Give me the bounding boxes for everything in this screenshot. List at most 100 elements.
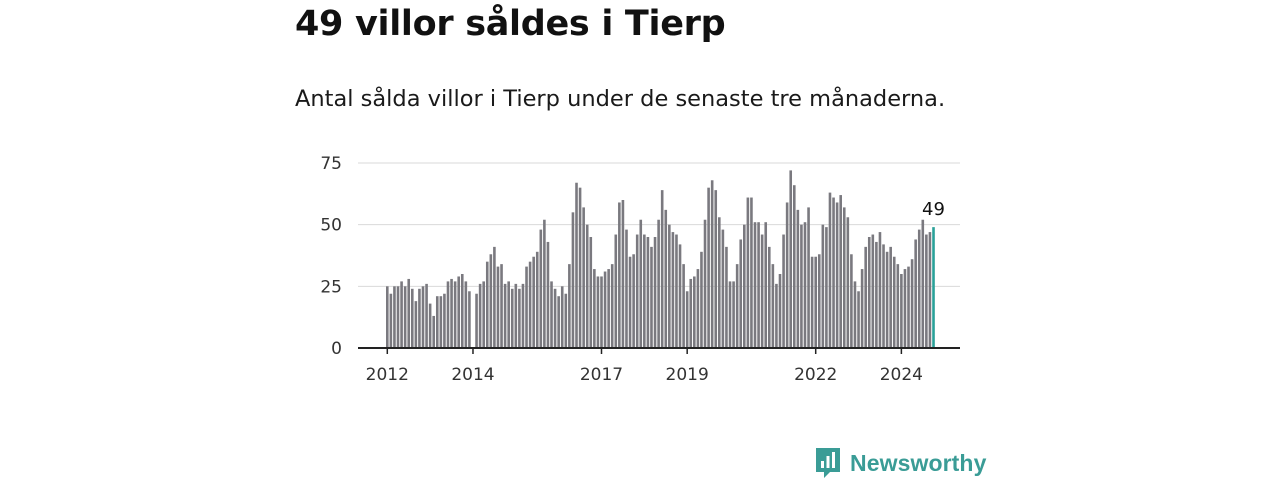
bar [485,261,489,348]
y-tick-label: 0 [331,339,342,359]
bar [400,281,403,348]
bar [789,170,793,348]
bar [550,281,553,348]
bar [689,278,693,348]
brand-name: Newsworthy [850,449,987,476]
bar [693,276,696,348]
bar [767,246,771,348]
bar [842,207,846,348]
axes [358,347,960,354]
bar [718,217,721,348]
bar [500,264,503,348]
x-tick-label: 2014 [451,365,494,385]
bar [810,256,814,348]
bar [600,276,603,348]
latest-value-label: 49 [922,199,945,220]
bar [685,291,689,348]
bar [696,269,700,348]
chart-title: 49 villor såldes i Tierp [295,4,726,44]
bar [389,293,393,348]
bar [425,283,428,348]
bar [421,286,425,348]
bar [743,224,746,348]
bar [671,232,675,348]
bar [414,301,418,348]
bar [682,264,685,348]
bar [875,241,878,348]
x-tick-label: 2012 [366,365,409,385]
bar [407,278,411,348]
bar [785,202,789,348]
bar [771,264,775,348]
bar [885,251,889,348]
x-tick-label: 2017 [580,365,623,385]
x-tick-label: 2022 [794,365,837,385]
bar [460,274,464,348]
bar [446,281,450,348]
bar [832,197,835,348]
bar [835,202,839,348]
bar [632,254,635,348]
bar [728,281,732,348]
bar [878,232,882,348]
bar [882,244,885,348]
y-tick-label: 50 [320,216,342,236]
bar [418,288,421,348]
bar [482,281,485,348]
bar [760,234,764,348]
bar [853,281,857,348]
bar [864,246,867,348]
bar [496,266,500,348]
bar [732,281,735,348]
x-tick-label: 2019 [666,365,709,385]
bar [507,281,510,348]
bar [750,197,753,348]
bar [475,293,478,348]
newsworthy-brand[interactable]: Newsworthy [814,446,986,480]
bar [610,264,614,348]
bar [635,234,639,348]
bar [675,234,678,348]
bar [839,195,842,348]
bar [621,200,625,348]
bar [753,222,757,348]
bar [410,288,414,348]
bar [668,224,671,348]
bar [664,209,668,348]
bar [821,224,825,348]
bar [596,276,600,348]
bar [775,283,778,348]
bar [792,185,796,348]
bar [643,234,646,348]
bar [814,256,817,348]
bar [564,293,568,348]
bar [714,190,718,348]
bar [817,254,821,348]
bar [860,269,864,348]
bar [521,283,525,348]
bar [857,291,860,348]
bar [903,269,907,348]
bar [871,234,875,348]
bar [678,244,682,348]
bar [725,246,728,348]
bar [435,296,439,348]
bar [892,256,896,348]
bar [443,293,446,348]
bar [757,222,760,348]
bar [653,237,657,348]
bar [764,222,768,348]
bar [721,229,725,348]
bar [710,180,714,348]
bar [917,229,921,348]
x-tick-label: 2024 [880,365,923,385]
bar [907,266,910,348]
bar [796,209,800,348]
bar [450,278,453,348]
bar [464,281,468,348]
y-tick-label: 25 [320,277,342,297]
bar [646,237,650,348]
bar [525,266,528,348]
bar-chart: 0 25 50 75 2012 2014 2017 2019 2022 2024 49 [320,154,960,385]
bar [928,232,932,348]
